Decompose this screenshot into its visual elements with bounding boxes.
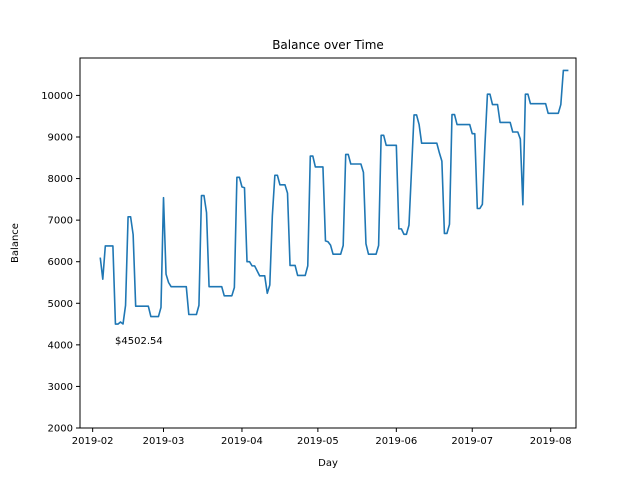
data-annotation: $4502.54 xyxy=(115,336,163,347)
x-tick-label: 2019-04 xyxy=(221,436,263,447)
y-tick-label: 8000 xyxy=(48,174,73,185)
x-tick-label: 2019-02 xyxy=(72,436,114,447)
y-tick-label: 6000 xyxy=(48,257,73,268)
x-tick-label: 2019-03 xyxy=(143,436,185,447)
y-axis-label: Balance xyxy=(10,223,21,263)
y-axis: 2000 3000 4000 5000 6000 7000 8000 9000 10000 xyxy=(41,91,80,435)
y-tick-label: 10000 xyxy=(41,91,73,102)
axes-frame xyxy=(79,57,577,429)
annotations: $4502.54 xyxy=(115,336,163,347)
y-tick-label: 4000 xyxy=(48,340,73,351)
x-tick-label: 2019-08 xyxy=(530,436,572,447)
chart-title: Balance over Time xyxy=(272,38,384,52)
y-tick-label: 5000 xyxy=(48,299,73,310)
x-axis-label: Day xyxy=(318,458,338,469)
y-tick-label: 7000 xyxy=(48,216,73,227)
balance-series-line xyxy=(99,69,569,325)
x-tick-label: 2019-07 xyxy=(451,436,493,447)
x-tick-label: 2019-05 xyxy=(297,436,339,447)
x-tick-label: 2019-06 xyxy=(375,436,417,447)
x-axis: 2019-02 2019-03 2019-04 2019-05 2019-06 2019-… xyxy=(72,428,572,447)
y-tick-label: 3000 xyxy=(48,382,73,393)
y-tick-label: 2000 xyxy=(48,424,73,435)
plot-area: 2019-02 2019-03 2019-04 2019-05 2019-06 2019-… xyxy=(41,57,577,447)
y-tick-label: 9000 xyxy=(48,132,73,143)
